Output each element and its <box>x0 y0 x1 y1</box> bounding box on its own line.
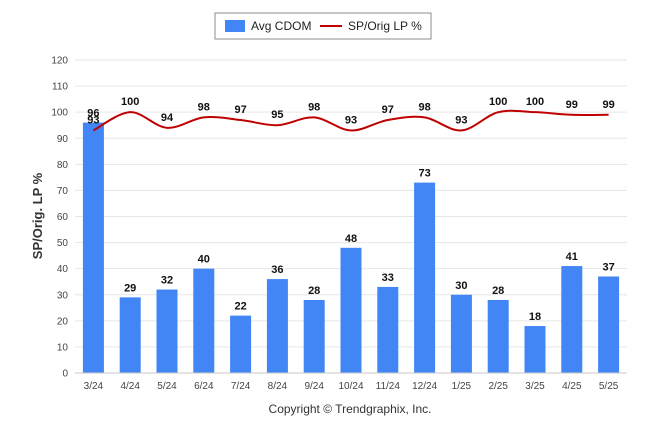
bar-data-label: 41 <box>566 251 578 263</box>
bar-avg-cdom <box>119 297 141 373</box>
x-tick-label: 3/24 <box>84 381 104 392</box>
bar-avg-cdom <box>266 279 288 373</box>
bar-data-label: 36 <box>271 264 283 276</box>
y-tick-label: 100 <box>51 108 68 119</box>
line-data-label: 97 <box>382 104 394 116</box>
legend-bar-label: Avg CDOM <box>251 19 311 33</box>
bar-data-label: 28 <box>492 285 504 297</box>
line-data-label: 94 <box>161 112 174 124</box>
bar-avg-cdom <box>230 315 252 373</box>
bar-avg-cdom <box>193 268 215 373</box>
y-axis-title: SP/Orig. LP % <box>30 172 45 259</box>
bar-avg-cdom <box>377 286 399 373</box>
line-data-label: 99 <box>566 99 578 111</box>
bars <box>82 122 620 373</box>
x-tick-label: 4/24 <box>120 381 140 392</box>
y-tick-label: 120 <box>51 56 68 67</box>
line-data-label: 100 <box>526 96 544 108</box>
bar-data-label: 33 <box>382 272 394 284</box>
x-tick-label: 10/24 <box>338 381 363 392</box>
x-tick-label: 3/25 <box>525 381 545 392</box>
x-tick-label: 5/25 <box>599 381 619 392</box>
bar-data-label: 18 <box>529 311 541 323</box>
line-data-label: 98 <box>308 101 320 113</box>
y-tick-label: 70 <box>57 186 69 197</box>
bar-data-label: 30 <box>455 280 467 292</box>
y-axis-ticks: 0 10 20 30 40 50 60 70 80 90 100 110 120 <box>51 56 68 380</box>
bar-data-label: 28 <box>308 285 320 297</box>
y-tick-label: 80 <box>57 160 69 171</box>
line-data-label: 95 <box>271 109 283 121</box>
line-data-label: 98 <box>418 101 430 113</box>
bar-data-label: 32 <box>161 275 173 287</box>
legend-bar-swatch <box>225 20 245 32</box>
line-data-label: 98 <box>198 101 210 113</box>
x-tick-label: 6/24 <box>194 381 214 392</box>
y-tick-label: 90 <box>57 134 69 145</box>
bar-data-label: 37 <box>602 261 614 273</box>
x-tick-label: 4/25 <box>562 381 582 392</box>
line-data-label: 93 <box>87 114 99 126</box>
bar-avg-cdom <box>450 294 472 373</box>
line-data-label: 99 <box>602 99 614 111</box>
x-axis-ticks: 3/24 4/24 5/24 6/24 7/24 8/24 9/24 10/24 11/24 12… <box>75 372 627 392</box>
x-tick-label: 7/24 <box>231 381 251 392</box>
legend-line-label: SP/Orig LP % <box>348 19 422 33</box>
x-tick-label: 1/25 <box>452 381 472 392</box>
y-tick-label: 60 <box>57 212 69 223</box>
bar-avg-cdom <box>598 276 620 373</box>
bar-data-label: 73 <box>418 168 430 180</box>
legend: Avg CDOM SP/Orig LP % <box>214 12 432 40</box>
x-tick-label: 2/25 <box>488 381 508 392</box>
line-data-label: 100 <box>121 96 139 108</box>
bar-avg-cdom <box>487 299 509 373</box>
bar-data-label: 48 <box>345 233 357 245</box>
line-data-label: 97 <box>234 104 246 116</box>
y-tick-label: 20 <box>57 316 69 327</box>
y-tick-label: 0 <box>62 369 68 380</box>
bar-avg-cdom <box>303 299 325 373</box>
line-series <box>92 109 609 132</box>
bar-data-label: 29 <box>124 282 136 294</box>
copyright-text: Copyright © Trendgraphix, Inc. <box>269 402 432 416</box>
y-tick-label: 30 <box>57 290 69 301</box>
bar-avg-cdom <box>561 266 583 373</box>
bar-avg-cdom <box>414 182 436 373</box>
bar-avg-cdom <box>82 122 104 373</box>
y-tick-label: 50 <box>57 238 69 249</box>
bar-avg-cdom <box>340 247 362 373</box>
data-labels: 96 29 32 40 22 36 28 48 33 73 30 28 18 41 37 93 100 94 98 9… <box>87 96 614 323</box>
bar-data-label: 96 <box>87 108 99 120</box>
bar-avg-cdom <box>524 326 546 373</box>
line-data-label: 93 <box>345 114 357 126</box>
x-tick-label: 12/24 <box>412 381 437 392</box>
y-tick-label: 40 <box>57 264 69 275</box>
x-tick-label: 5/24 <box>157 381 177 392</box>
x-tick-label: 9/24 <box>304 381 324 392</box>
bar-data-label: 40 <box>198 254 210 266</box>
line-data-label: 93 <box>455 114 467 126</box>
bar-data-label: 22 <box>234 301 246 313</box>
y-tick-label: 10 <box>57 342 69 353</box>
sp-orig-lp-line <box>92 109 609 132</box>
x-tick-label: 11/24 <box>376 381 401 392</box>
bar-avg-cdom <box>156 289 178 373</box>
x-tick-label: 8/24 <box>268 381 288 392</box>
line-data-label: 100 <box>489 96 507 108</box>
y-tick-label: 110 <box>52 82 68 93</box>
